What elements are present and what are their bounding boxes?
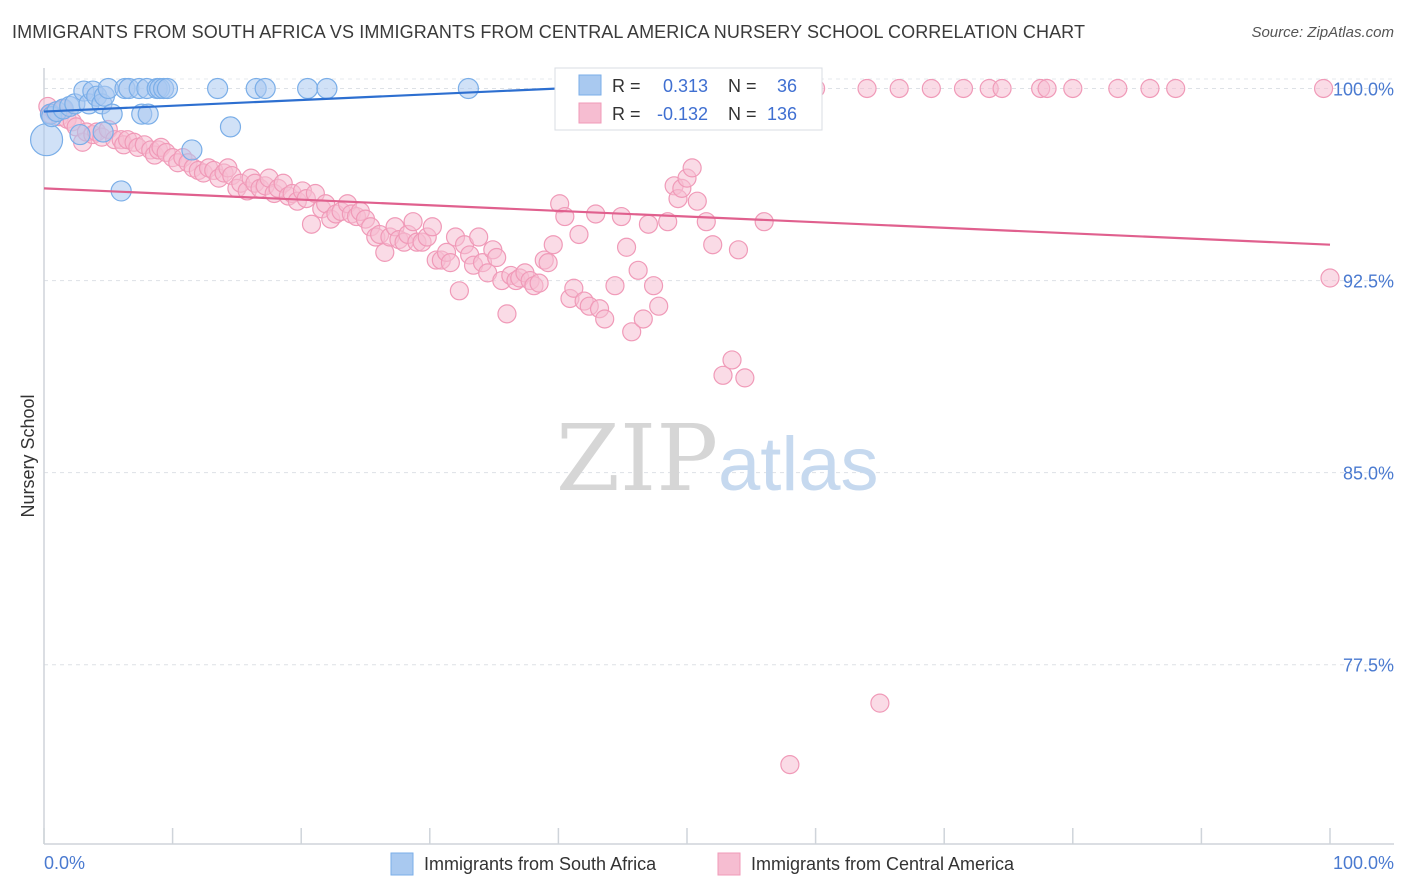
stats-r-label-2: R = [612, 104, 641, 124]
point-central-america-161 [1166, 78, 1186, 99]
point-south-africa-23 [137, 103, 159, 125]
point-central-america-152 [921, 78, 941, 99]
point-central-america-76 [403, 212, 423, 232]
stats-swatch-central-america [578, 102, 602, 124]
point-central-america-86 [449, 281, 469, 301]
stats-r-value-south-africa: 0.313 [663, 76, 708, 96]
point-central-america-90 [469, 227, 489, 247]
point-central-america-105 [538, 253, 558, 273]
point-south-africa-28 [181, 139, 203, 161]
y-tick-label-1: 92.5% [1343, 272, 1394, 292]
point-south-africa-35 [457, 77, 479, 100]
point-central-america-155 [992, 78, 1012, 99]
point-central-america-153 [953, 78, 974, 99]
x-tick-label-right: 100.0% [1333, 853, 1394, 873]
point-south-africa-29 [207, 77, 229, 100]
point-central-america-136 [722, 350, 742, 370]
point-central-america-119 [616, 237, 637, 257]
point-central-america-135 [713, 365, 733, 385]
chart-source: Source: ZipAtlas.com [1251, 24, 1394, 41]
point-central-america-162 [1313, 78, 1334, 99]
axes [43, 68, 1394, 845]
stats-legend: R = 0.313 N = 36 R = -0.132 N = 136 [554, 67, 823, 131]
stats-n-label-1: N = [728, 76, 757, 96]
trend-lines [43, 87, 1331, 246]
point-central-america-141 [780, 755, 800, 775]
point-central-america-103 [529, 273, 549, 293]
stats-r-label-1: R = [612, 76, 641, 96]
point-central-america-134 [703, 235, 723, 255]
series-legend: Immigrants from South Africa Immigrants … [390, 852, 1015, 876]
ticks: 100.0% 92.5% 85.0% 77.5% [43, 79, 1394, 844]
stats-n-value-central-america: 136 [767, 104, 797, 124]
point-central-america-126 [658, 212, 678, 232]
point-central-america-138 [735, 368, 755, 388]
point-central-america-132 [687, 191, 707, 211]
chart-title: IMMIGRANTS FROM SOUTH AFRICA VS IMMIGRAN… [12, 22, 1086, 42]
point-central-america-159 [1108, 78, 1128, 99]
point-central-america-80 [422, 217, 442, 237]
stats-n-value-south-africa: 36 [777, 76, 797, 96]
legend-label-south-africa: Immigrants from South Africa [424, 854, 657, 874]
y-tick-label-0: 100.0% [1333, 79, 1394, 99]
point-central-america-114 [586, 204, 606, 224]
point-central-america-125 [649, 296, 669, 316]
point-central-america-118 [611, 206, 632, 227]
point-central-america-137 [728, 240, 749, 260]
point-south-africa-33 [297, 77, 319, 100]
point-central-america-133 [696, 212, 716, 232]
point-south-africa-27 [156, 77, 179, 100]
point-central-america-94 [487, 247, 507, 268]
point-central-america-121 [628, 260, 648, 280]
point-central-america-131 [682, 158, 702, 178]
y-tick-label-3: 77.5% [1343, 656, 1394, 676]
stats-swatch-south-africa [578, 74, 602, 96]
point-central-america-123 [638, 214, 659, 234]
point-central-america-158 [1063, 78, 1083, 99]
point-central-america-124 [643, 276, 664, 296]
stats-r-value-central-america: -0.132 [657, 104, 708, 124]
legend-swatch-south-africa [390, 852, 414, 876]
point-central-america-55 [301, 214, 322, 234]
stats-n-label-2: N = [728, 104, 757, 124]
point-central-america-160 [1140, 78, 1160, 99]
point-central-america-140 [870, 693, 890, 713]
point-south-africa-0 [29, 123, 64, 157]
trend-line-south-africa [43, 87, 559, 113]
point-central-america-106 [543, 235, 563, 255]
point-central-america-84 [440, 253, 460, 273]
point-central-america-117 [605, 276, 625, 296]
point-south-africa-7 [69, 123, 91, 146]
watermark: ZIP atlas [556, 405, 879, 512]
point-central-america-151 [889, 78, 909, 99]
watermark-zip: ZIP [556, 405, 718, 512]
series-central-america-points [38, 78, 1340, 775]
point-central-america-120 [622, 322, 642, 342]
point-central-america-96 [497, 304, 517, 324]
point-south-africa-34 [316, 77, 338, 100]
point-central-america-142 [1320, 268, 1340, 288]
y-tick-label-2: 85.0% [1343, 464, 1394, 484]
point-south-africa-30 [219, 116, 242, 138]
point-central-america-116 [595, 309, 615, 329]
point-south-africa-13 [92, 121, 114, 143]
trend-line-central-america [43, 187, 1331, 246]
y-axis-label: Nursery School [18, 394, 38, 517]
point-central-america-110 [564, 278, 584, 298]
point-central-america-139 [754, 212, 774, 232]
legend-label-central-america: Immigrants from Central America [751, 854, 1015, 874]
watermark-atlas: atlas [718, 422, 879, 507]
point-south-africa-32 [254, 77, 276, 100]
point-central-america-111 [569, 224, 589, 245]
legend-swatch-central-america [717, 852, 741, 876]
x-tick-label-left: 0.0% [44, 853, 85, 873]
point-central-america-150 [857, 78, 877, 99]
point-central-america-122 [633, 309, 653, 329]
point-central-america-157 [1037, 78, 1057, 99]
